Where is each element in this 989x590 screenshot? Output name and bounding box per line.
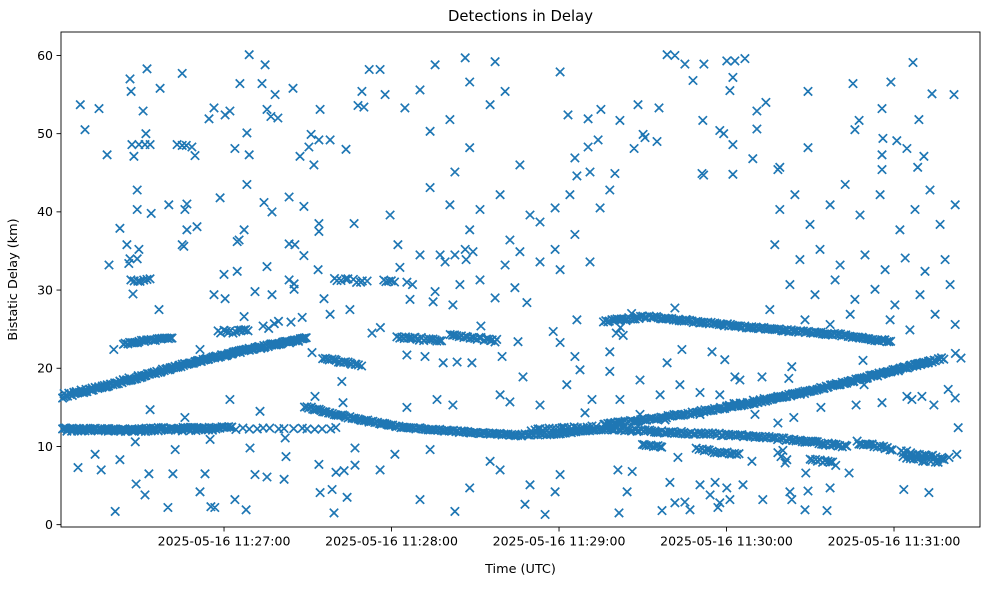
y-axis-ticks: 0 10 20 30 40 50 60 [37,48,61,532]
y-tick-label: 0 [45,517,53,532]
x-tick-label: 2025-05-16 11:30:00 [660,534,793,549]
scatter-points-path [58,49,966,520]
y-tick-label: 40 [37,204,53,219]
y-tick-label: 10 [37,439,53,454]
x-tick-label: 2025-05-16 11:29:00 [493,534,626,549]
scatter-markers [58,49,966,520]
plot-area-border [60,31,981,528]
x-axis-label: Time (UTC) [484,562,556,577]
x-tick-label: 2025-05-16 11:31:00 [828,534,961,549]
x-axis-ticks: 2025-05-16 11:27:00 2025-05-16 11:28:00 20… [158,527,961,549]
chart-title: Detections in Delay [448,8,593,25]
y-tick-label: 50 [37,126,53,141]
y-tick-label: 60 [37,48,53,63]
y-tick-label: 30 [37,282,53,297]
y-axis-label: Bistatic Delay (km) [6,218,21,340]
y-tick-label: 20 [37,361,53,376]
x-tick-label: 2025-05-16 11:27:00 [158,534,291,549]
x-tick-label: 2025-05-16 11:28:00 [325,534,458,549]
